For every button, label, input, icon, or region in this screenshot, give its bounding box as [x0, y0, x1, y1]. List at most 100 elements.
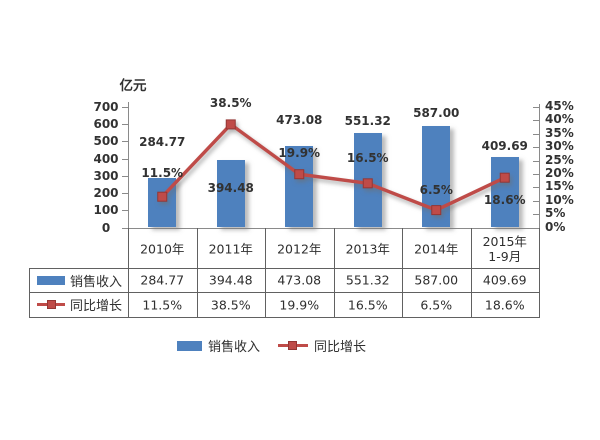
grid-line — [29, 267, 30, 317]
bar-value-label: 473.08 — [276, 113, 323, 128]
legend-label-sales: 销售收入 — [208, 340, 261, 355]
x-axis-category-label: 2013年 — [345, 241, 390, 257]
x-axis-category-label: 2010年 — [140, 241, 185, 257]
grid-line — [533, 173, 539, 175]
table-cell-value: 473.08 — [277, 272, 322, 288]
grid-line — [533, 120, 539, 122]
grid-line — [29, 316, 540, 318]
table-series-label: 同比增长 — [70, 299, 123, 314]
table-cell-value: 6.5% — [420, 297, 453, 313]
grid-line — [470, 228, 472, 317]
grid-line — [122, 227, 128, 229]
legend-item-growth: 同比增长 — [278, 336, 366, 355]
table-cell-value: 587.00 — [414, 272, 459, 288]
table-series-label: 销售收入 — [70, 274, 123, 290]
y-axis-tick-label: 500 — [93, 134, 119, 149]
grid-line — [122, 175, 128, 177]
growth-point-label: 6.5% — [419, 183, 453, 198]
secondary-axis-tick-label: 15% — [545, 179, 574, 194]
table-cell-value: 19.9% — [279, 297, 320, 313]
bar — [216, 159, 245, 228]
x-axis-category-label: 2015年 1-9月 — [482, 233, 527, 264]
line-marker — [431, 205, 442, 216]
bottom-legend: 销售收入 同比增长 — [177, 336, 366, 355]
growth-point-label: 38.5% — [209, 96, 252, 111]
y-axis-tick-label: 0 — [101, 220, 111, 235]
grid-line — [533, 147, 539, 149]
x-axis-category-label: 2012年 — [277, 241, 322, 257]
bar-value-label: 551.32 — [344, 113, 391, 128]
y-axis-tick-label: 600 — [93, 117, 119, 132]
grid-line — [128, 102, 129, 228]
bar-value-label: 394.48 — [207, 180, 254, 195]
table-cell-value: 11.5% — [142, 297, 183, 313]
grid-line — [533, 227, 539, 229]
table-cell-value: 18.6% — [484, 297, 525, 313]
grid-line — [533, 133, 539, 135]
secondary-axis-tick-label: 10% — [545, 192, 574, 207]
y-axis-tick-label: 100 — [93, 203, 119, 218]
grid-line — [539, 104, 540, 228]
grid-line — [533, 187, 539, 189]
line-marker — [294, 169, 305, 180]
grid-line — [533, 200, 539, 202]
table-cell-value: 16.5% — [347, 297, 388, 313]
grid-line — [122, 107, 128, 108]
grid-line — [29, 267, 540, 269]
table-cell-value: 394.48 — [208, 272, 253, 288]
growth-line-path — [161, 122, 506, 212]
grid-line — [333, 228, 335, 317]
grid-line — [539, 228, 540, 317]
left-axis-unit-label: 亿元 — [119, 78, 147, 94]
y-axis-tick-label: 200 — [93, 186, 119, 201]
line-marker — [225, 119, 236, 130]
table-cell-value: 284.77 — [140, 272, 185, 288]
table-legend-key: 销售收入 — [30, 269, 127, 292]
line-marker — [499, 172, 510, 183]
secondary-axis-tick-label: 45% — [545, 99, 574, 113]
table-cell-value: 551.32 — [345, 272, 390, 288]
y-axis-tick-label: 400 — [93, 151, 119, 166]
grid-line — [533, 160, 539, 162]
grid-line — [533, 107, 539, 108]
line-marker — [362, 178, 373, 189]
grid-line — [122, 124, 128, 126]
growth-point-label: 11.5% — [141, 165, 184, 180]
bar-value-label: 409.69 — [481, 138, 528, 153]
secondary-axis-tick-label: 30% — [545, 139, 574, 154]
secondary-axis-tick-label: 5% — [545, 206, 566, 221]
table-cell-value: 409.69 — [482, 272, 527, 288]
line-series-swatch-icon — [278, 340, 309, 351]
y-axis-tick-label: 700 — [93, 100, 119, 114]
grid-line — [122, 158, 128, 160]
secondary-axis-tick-label: 25% — [545, 152, 574, 167]
growth-line — [157, 119, 510, 216]
grid-line — [29, 292, 540, 293]
line-marker — [157, 191, 168, 202]
grid-line — [122, 193, 128, 195]
grid-line — [122, 141, 128, 143]
grid-line — [122, 210, 128, 212]
legend-label-growth: 同比增长 — [314, 340, 367, 355]
secondary-axis-tick-label: 35% — [545, 125, 574, 140]
line-swatch-marker — [47, 300, 56, 309]
bar-value-label: 284.77 — [139, 135, 186, 150]
grid-line — [196, 228, 198, 317]
x-axis-category-label: 2014年 — [414, 241, 459, 257]
growth-point-label: 16.5% — [346, 151, 389, 166]
grid-line — [265, 228, 266, 317]
bar — [285, 146, 314, 228]
bar — [490, 156, 519, 228]
grid-line — [128, 228, 129, 317]
grid-line — [402, 228, 403, 317]
growth-point-label: 18.6% — [483, 192, 526, 207]
table-legend-key: 同比增长 — [30, 293, 127, 316]
secondary-axis-tick-label: 20% — [545, 165, 574, 180]
table-cell-value: 38.5% — [210, 297, 251, 313]
y-axis-tick-label: 300 — [93, 168, 119, 183]
secondary-axis-tick-label: 0% — [545, 219, 566, 234]
bar-series-swatch-icon — [177, 340, 202, 351]
line-series-swatch-icon — [37, 299, 65, 310]
